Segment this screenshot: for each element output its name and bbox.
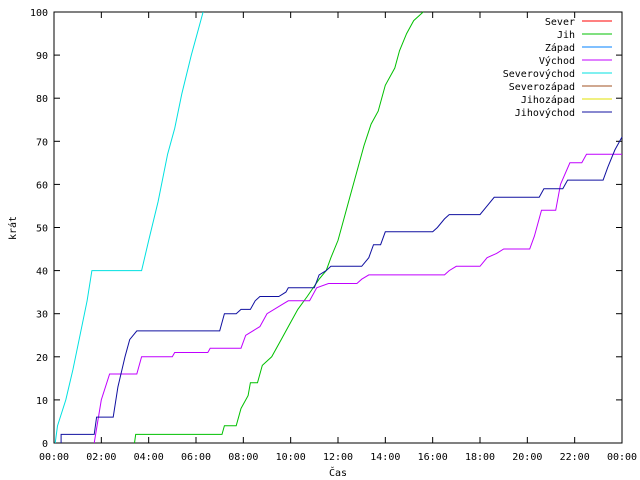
x-tick-label: 04:00: [134, 452, 164, 463]
series-layer: [54, 11, 623, 444]
x-tick-label: 22:00: [560, 452, 590, 463]
legend-label: Jihozápad: [521, 94, 575, 106]
axes-layer: 0 10 20 30 40 50 60 70 80 90 100 00:00 02:00 04:00 06:…: [30, 8, 637, 463]
y-tick-label: 50: [36, 224, 48, 235]
legend: Sever JihZápadVýchodSeverovýchodSeverozáp…: [503, 17, 612, 119]
y-tick-label: 80: [36, 94, 48, 105]
x-tick-label: 00:00: [39, 452, 69, 463]
x-tick-label: 18:00: [465, 452, 495, 463]
legend-label: Severozápad: [509, 81, 575, 93]
y-tick-label: 10: [36, 396, 48, 407]
x-tick-label: 16:00: [418, 452, 448, 463]
x-tick-label: 08:00: [228, 452, 258, 463]
y-tick-label: 0: [42, 439, 48, 450]
legend-label: Západ: [545, 42, 575, 54]
x-tick-label: 14:00: [370, 452, 400, 463]
series-line-7: [60, 136, 623, 443]
y-tick-label: 90: [36, 51, 48, 62]
y-tick-label: 100: [30, 8, 48, 19]
x-tick-label: 02:00: [86, 452, 116, 463]
legend-label: Sever: [545, 17, 575, 28]
y-tick-label: 40: [36, 267, 48, 278]
series-line-3: [93, 153, 622, 444]
legend-label: Východ: [539, 55, 575, 67]
legend-label: Severovýchod: [503, 68, 575, 80]
series-line-4: [54, 11, 204, 444]
legend-label: Jihovýchod: [515, 107, 575, 119]
y-tick-label: 30: [36, 310, 48, 321]
x-tick-label: 12:00: [323, 452, 353, 463]
y-tick-label: 70: [36, 137, 48, 148]
x-tick-label: 00:00: [607, 452, 637, 463]
legend-label: Jih: [557, 30, 575, 41]
x-axis-label: Čas: [329, 466, 347, 479]
x-tick-label: 20:00: [512, 452, 542, 463]
y-tick-label: 20: [36, 353, 48, 364]
x-tick-label: 10:00: [276, 452, 306, 463]
y-axis-label: krát: [7, 216, 19, 240]
series-line-1: [134, 11, 424, 444]
x-tick-label: 06:00: [181, 452, 211, 463]
y-tick-label: 60: [36, 180, 48, 191]
